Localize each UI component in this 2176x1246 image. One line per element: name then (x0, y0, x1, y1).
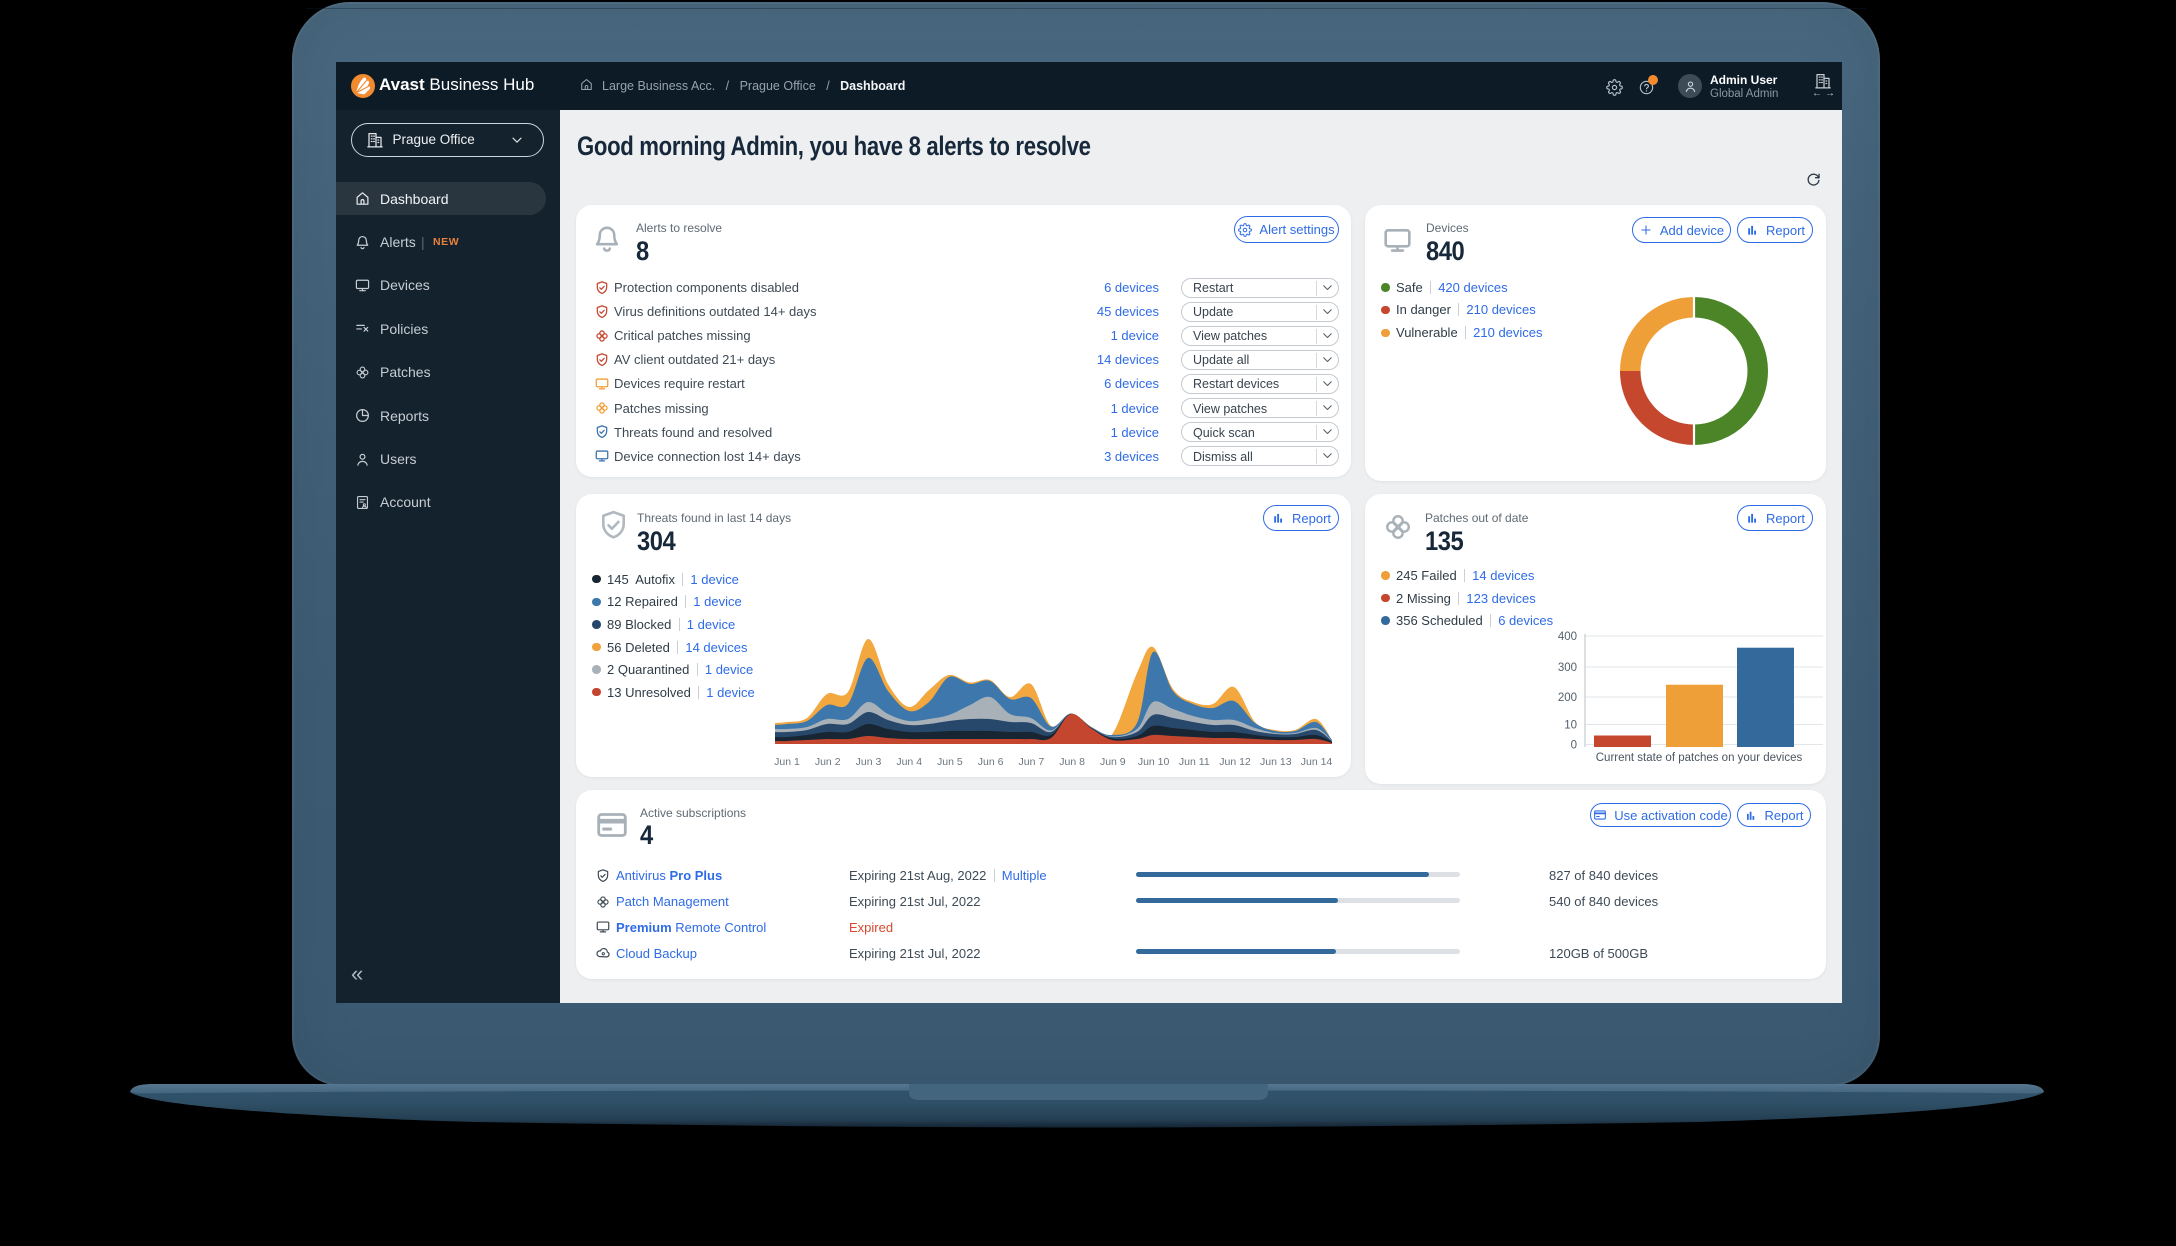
svg-text:0: 0 (1571, 740, 1577, 752)
svg-text:Jun 12: Jun 12 (1219, 756, 1251, 768)
svg-text:10: 10 (1564, 720, 1577, 732)
svg-text:Jun 4: Jun 4 (896, 756, 922, 768)
svg-text:Jun 10: Jun 10 (1138, 756, 1170, 768)
svg-text:Jun 6: Jun 6 (978, 756, 1004, 768)
svg-text:Jun 3: Jun 3 (856, 756, 882, 768)
svg-text:300: 300 (1558, 662, 1577, 674)
svg-text:Jun 14: Jun 14 (1301, 756, 1333, 768)
svg-text:Jun 5: Jun 5 (937, 756, 963, 768)
svg-text:Jun 11: Jun 11 (1179, 756, 1210, 768)
svg-text:Jun 13: Jun 13 (1260, 756, 1292, 768)
svg-text:Jun 9: Jun 9 (1100, 756, 1126, 768)
svg-text:Jun 8: Jun 8 (1059, 756, 1085, 768)
svg-text:Jun 2: Jun 2 (815, 756, 841, 768)
svg-text:200: 200 (1558, 692, 1577, 704)
svg-text:Jun 1: Jun 1 (774, 756, 800, 768)
svg-text:Jun 7: Jun 7 (1019, 756, 1045, 768)
svg-text:Current state of patches on yo: Current state of patches on your devices (1596, 752, 1803, 764)
svg-text:400: 400 (1558, 631, 1577, 643)
